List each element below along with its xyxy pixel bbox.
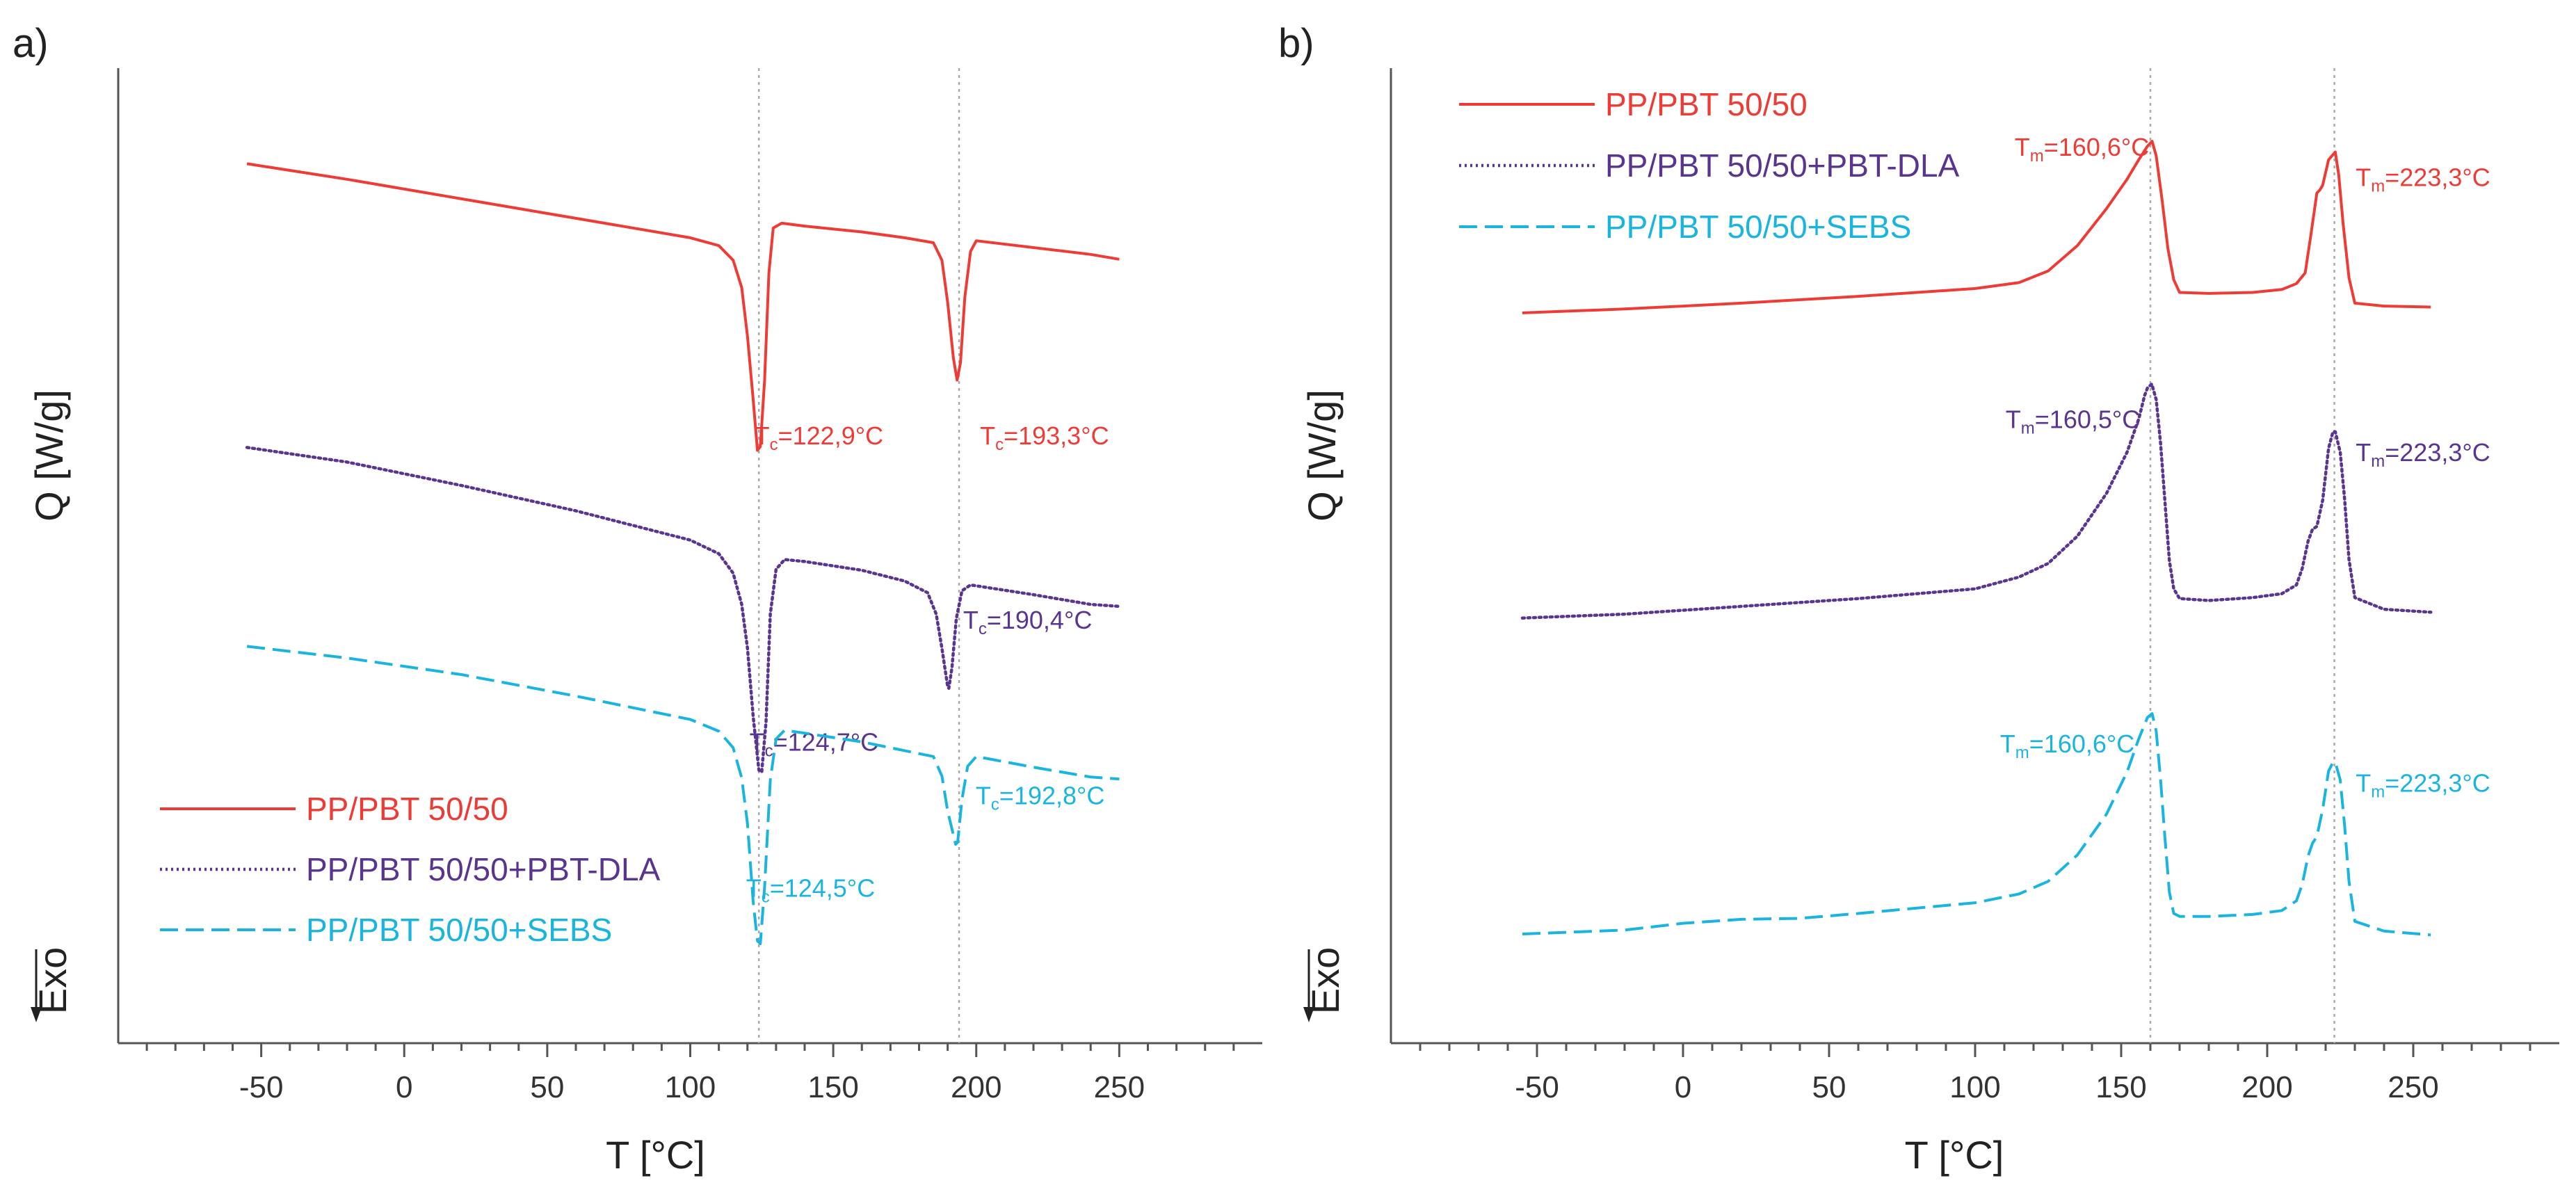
peak-annotation: Tm=223,3°C: [2356, 438, 2490, 471]
x-axis-label: T [°C]: [606, 1133, 705, 1177]
series-line-1: [1522, 140, 2431, 314]
series-line-3: [246, 645, 1120, 945]
legend-label-1: PP/PBT 50/50: [306, 791, 508, 827]
peak-annotation: Tc=190,4°C: [963, 606, 1093, 638]
peak-annotation: Tc=124,5°C: [746, 874, 876, 907]
exo-label: Exo: [1303, 947, 1347, 1015]
x-tick-label: 0: [1675, 1070, 1691, 1104]
peak-annotation: Tm=160,5°C: [2006, 405, 2141, 437]
panel-label: b): [1278, 21, 1314, 66]
legend-label-2: PP/PBT 50/50+PBT-DLA: [1605, 147, 1960, 184]
peak-annotation: Tm=160,6°C: [2000, 730, 2135, 762]
exo-arrow-icon: [31, 1007, 42, 1022]
x-tick-label: 200: [2241, 1070, 2292, 1104]
peak-annotation: Tm=160,6°C: [2015, 133, 2150, 166]
exo-label: Exo: [31, 947, 74, 1015]
peak-annotation: Tm=223,3°C: [2356, 768, 2490, 801]
x-tick-label: 200: [951, 1070, 1001, 1104]
x-axis-label: T [°C]: [1905, 1133, 2004, 1177]
peak-annotation: Tm=223,3°C: [2356, 163, 2490, 196]
x-tick-label: 150: [2095, 1070, 2146, 1104]
x-tick-label: -50: [239, 1070, 284, 1104]
panel-b: b) -50 0 50 100 150 200 250 T [°C] Q [W/g] Exo Tm=1…: [1278, 21, 2559, 1177]
panel-a: a) -50 0 50 100 150 200 250 T [°C] Q [W/g] Exo Tc=1…: [13, 21, 1262, 1177]
x-tick-label: 150: [807, 1070, 858, 1104]
y-axis-label: Q [W/g]: [1300, 389, 1344, 522]
x-tick-label: 0: [396, 1070, 412, 1104]
x-tick-label: 100: [1949, 1070, 2000, 1104]
x-tick-label: 250: [1094, 1070, 1145, 1104]
legend-label-1: PP/PBT 50/50: [1605, 86, 1808, 122]
peak-annotation: Tc=193,3°C: [980, 421, 1109, 454]
series-line-1: [246, 162, 1120, 452]
y-axis-label: Q [W/g]: [27, 389, 71, 522]
series-line-2: [245, 446, 1121, 774]
legend-label-3: PP/PBT 50/50+SEBS: [306, 912, 612, 948]
legend-label-3: PP/PBT 50/50+SEBS: [1605, 209, 1911, 245]
series-line-3: [1522, 712, 2431, 937]
peak-annotation: Tc=122,9°C: [755, 421, 884, 454]
panel-label: a): [13, 21, 49, 66]
peak-annotation: Tc=124,7°C: [750, 727, 879, 760]
peak-annotation: Tc=192,8°C: [976, 782, 1105, 814]
x-tick-label: 50: [530, 1070, 564, 1104]
x-tick-label: 50: [1812, 1070, 1846, 1104]
x-tick-label: 250: [2388, 1070, 2438, 1104]
legend-label-2: PP/PBT 50/50+PBT-DLA: [306, 851, 661, 887]
x-tick-label: 100: [665, 1070, 716, 1104]
exo-arrow-icon: [1303, 1007, 1314, 1022]
x-tick-label: -50: [1515, 1070, 1559, 1104]
series-line-2: [1520, 382, 2433, 620]
